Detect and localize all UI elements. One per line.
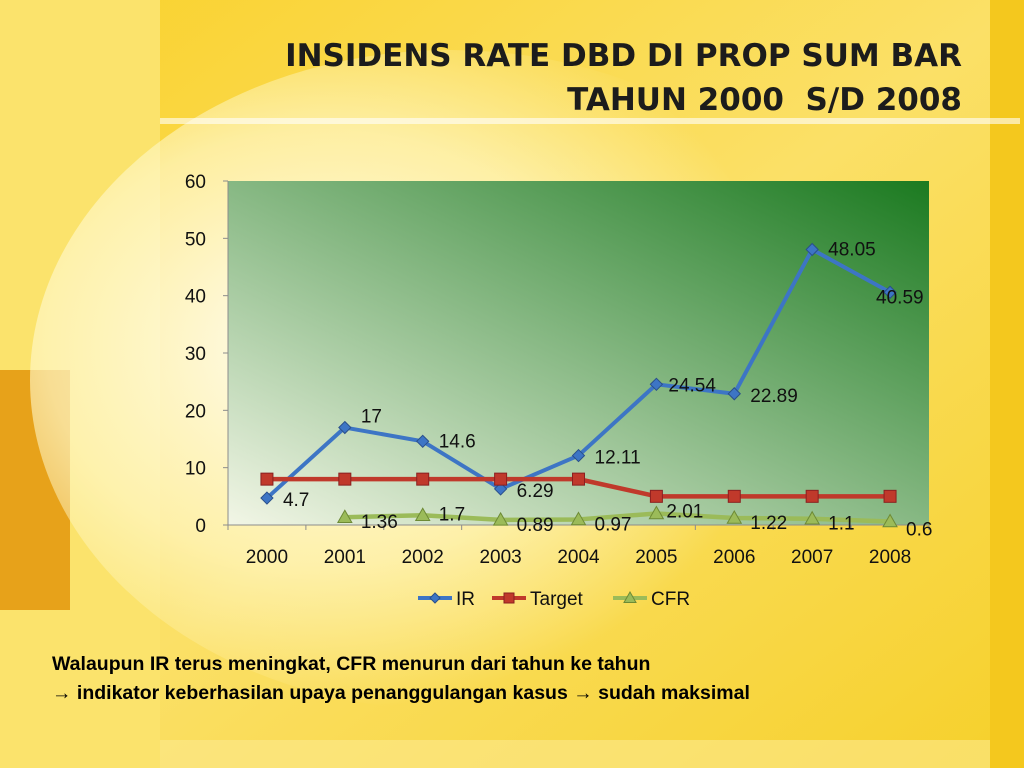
caption-line-2: → indikator keberhasilan upaya penanggul… [52, 682, 750, 704]
point-target-2000 [260, 472, 274, 486]
data-label-ir: 12.11 [595, 448, 641, 469]
point-ir-2006 [727, 387, 741, 401]
data-label-cfr: 0.89 [517, 515, 554, 536]
caption-line-1: Walaupun IR terus meningkat, CFR menurun… [52, 653, 651, 675]
data-label-cfr: 0.97 [595, 514, 632, 535]
title-line-1: INSIDENS RATE DBD DI PROP SUM BAR [285, 38, 962, 74]
point-target-2002 [416, 472, 430, 486]
series-line-cfr [344, 511, 891, 524]
data-label-cfr: 1.22 [750, 513, 787, 534]
point-ir-2000 [260, 491, 274, 505]
point-cfr-2004 [570, 511, 587, 526]
point-target-2003 [494, 472, 508, 486]
point-ir-2008 [883, 285, 897, 299]
point-cfr-2002 [414, 507, 431, 522]
data-label-ir: 40.59 [876, 287, 924, 308]
point-cfr-2008 [882, 513, 898, 528]
point-ir-2004 [571, 448, 586, 463]
data-label-ir: 17 [361, 407, 382, 428]
legend-label-target: Target [530, 589, 584, 610]
point-cfr-2003 [492, 511, 509, 526]
x-tick-label: 2004 [557, 547, 600, 568]
legend-marker-ir [429, 592, 441, 604]
x-tick-label: 2002 [402, 547, 444, 568]
data-label-ir: 48.05 [828, 240, 876, 261]
data-label-ir: 6.29 [517, 481, 554, 502]
plot-area [228, 181, 929, 525]
data-label-ir: 14.6 [439, 431, 476, 452]
data-labels: 4.7 17 14.6 6.29 12.11 24.54 22.89 48.05 40.59 1.… [283, 240, 933, 541]
point-cfr-2001 [336, 509, 353, 523]
data-label-ir: 4.7 [283, 490, 309, 511]
point-target-2005 [649, 489, 663, 503]
x-tick-label: 2005 [635, 547, 677, 568]
slide-title: INSIDENS RATE DBD DI PROP SUM BAR TAHUN … [142, 34, 962, 122]
legend-label-ir: IR [456, 589, 475, 610]
point-ir-2003 [493, 482, 508, 496]
y-tick-label: 0 [195, 516, 206, 537]
y-tick-label: 30 [185, 344, 206, 365]
x-tick-label: 2003 [479, 547, 521, 568]
point-ir-2002 [416, 434, 430, 449]
y-tick-label: 50 [185, 229, 206, 250]
data-label-cfr: 1.36 [361, 512, 398, 533]
axes: 0 10 20 30 40 50 60 2000 2001 2002 2003 2004 2005 200… [185, 172, 930, 568]
x-tick-label: 2008 [869, 547, 911, 568]
legend-marker-target [503, 592, 515, 604]
x-tick-label: 2000 [246, 547, 288, 568]
point-ir-2001 [338, 420, 352, 435]
x-tick-label: 2007 [791, 547, 833, 568]
series-markers [260, 242, 898, 528]
y-tick-label: 20 [185, 401, 206, 422]
data-label-cfr: 1.7 [439, 504, 465, 525]
point-ir-2005 [649, 377, 664, 392]
legend-label-cfr: CFR [651, 589, 690, 610]
x-tick-label: 2001 [324, 547, 366, 568]
point-target-2007 [805, 489, 819, 503]
legend-marker-cfr [623, 590, 637, 603]
y-tick-label: 40 [185, 287, 206, 308]
data-label-ir: 24.54 [668, 375, 716, 396]
point-ir-2007 [805, 242, 819, 257]
point-target-2001 [338, 472, 352, 486]
y-tick-label: 60 [185, 172, 206, 193]
point-target-2006 [727, 489, 741, 503]
point-cfr-2007 [804, 510, 821, 525]
point-target-2004 [572, 472, 585, 486]
point-cfr-2006 [726, 509, 743, 524]
caption: Walaupun IR terus meningkat, CFR menurun… [52, 650, 992, 708]
data-label-cfr: 1.1 [828, 514, 854, 535]
data-label-cfr: 0.6 [906, 520, 932, 541]
data-label-ir: 22.89 [750, 386, 798, 407]
y-tick-label: 10 [185, 459, 206, 480]
point-target-2008 [883, 489, 897, 503]
point-cfr-2005 [648, 505, 665, 520]
legend: IR Target CFR [418, 589, 690, 610]
title-line-2: TAHUN 2000 S/D 2008 [567, 82, 962, 118]
x-tick-label: 2006 [713, 547, 755, 568]
data-label-cfr: 2.01 [666, 501, 703, 522]
